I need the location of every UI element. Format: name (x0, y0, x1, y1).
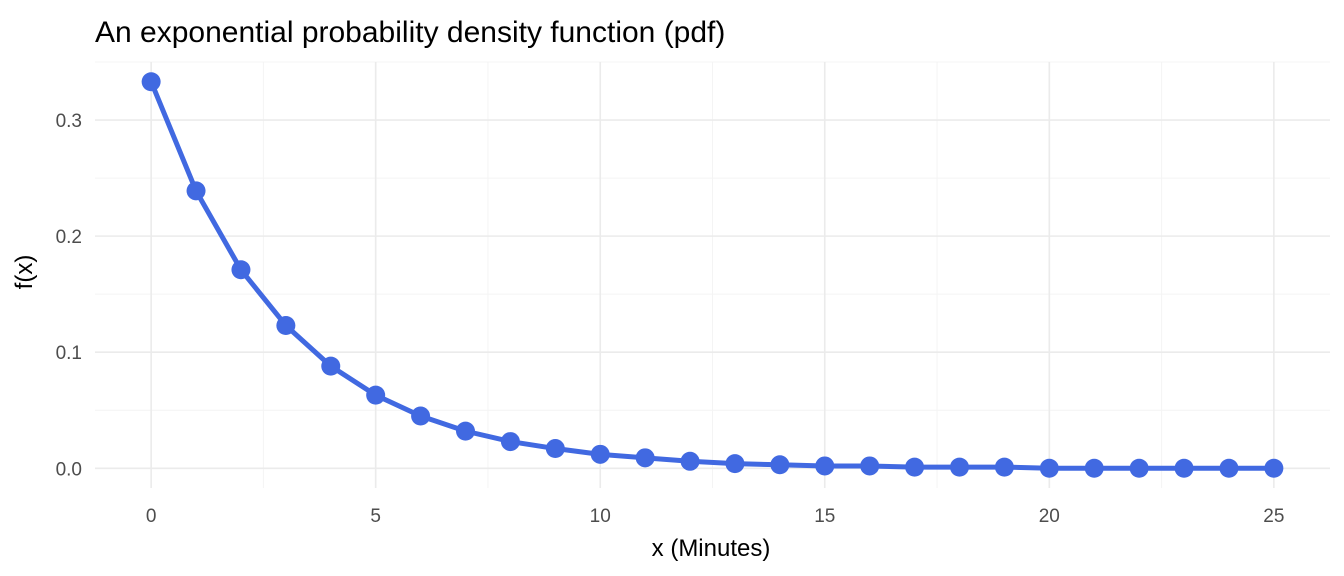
data-point (1264, 458, 1284, 478)
data-point (994, 457, 1014, 477)
data-point (1039, 458, 1059, 478)
x-tick-label: 5 (370, 506, 381, 527)
y-tick-labels: 0.0 0.1 0.2 0.3 (56, 111, 82, 480)
data-point (905, 457, 925, 477)
y-tick-label: 0.1 (56, 343, 82, 364)
x-tick-label: 10 (590, 506, 611, 527)
data-point (411, 406, 431, 426)
grid (95, 61, 1330, 488)
data-point (635, 448, 655, 468)
x-tick-labels: 0 5 10 15 20 25 (146, 506, 1285, 527)
data-point (366, 385, 386, 405)
y-axis-title: f(x) (11, 255, 38, 290)
chart-title: An exponential probability density funct… (95, 16, 725, 49)
data-point (950, 457, 969, 477)
x-tick-label: 25 (1263, 506, 1284, 527)
data-point (1174, 458, 1194, 478)
data-point (815, 456, 835, 476)
data-point (680, 451, 700, 471)
data-point (860, 456, 880, 476)
data-point (545, 439, 565, 459)
data-point (725, 454, 745, 474)
data-point (141, 72, 161, 92)
y-tick-label: 0.0 (56, 459, 82, 480)
y-tick-label: 0.3 (56, 111, 82, 132)
data-point (590, 444, 610, 464)
data-point (1084, 458, 1104, 478)
data-point (321, 356, 341, 376)
data-point (770, 455, 790, 475)
data-point (1129, 458, 1149, 478)
series-layer (141, 72, 1284, 478)
data-point (186, 181, 206, 201)
x-tick-label: 15 (814, 506, 835, 527)
y-tick-label: 0.2 (56, 227, 82, 248)
data-point (276, 315, 296, 335)
data-point (1219, 458, 1239, 478)
data-point (456, 421, 475, 441)
x-tick-label: 20 (1039, 506, 1060, 527)
data-point (231, 260, 251, 280)
x-axis-title: x (Minutes) (652, 535, 771, 562)
x-tick-label: 0 (146, 506, 157, 527)
data-point (500, 432, 520, 452)
